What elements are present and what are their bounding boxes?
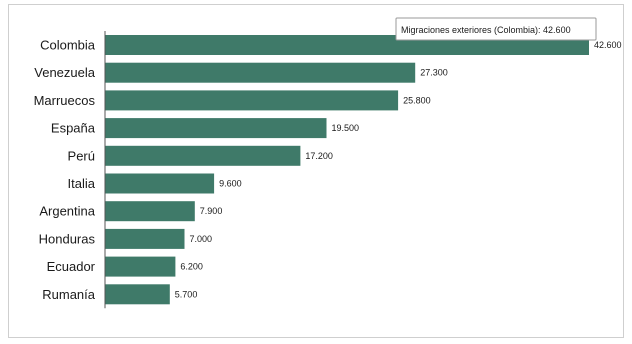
category-label: Honduras: [39, 231, 96, 246]
bar-marruecos[interactable]: [105, 90, 399, 111]
bar-ecuador[interactable]: [105, 256, 176, 277]
bar-perú[interactable]: [105, 145, 301, 166]
value-label: 19.500: [332, 123, 360, 133]
bar-honduras[interactable]: [105, 228, 185, 249]
bar-venezuela[interactable]: [105, 62, 416, 83]
bar-argentina[interactable]: [105, 201, 195, 222]
category-label: Colombia: [40, 38, 96, 53]
bar-rumanía[interactable]: [105, 284, 170, 305]
category-label: Rumanía: [42, 287, 96, 302]
category-label: Italia: [68, 176, 96, 191]
value-label: 27.300: [420, 68, 448, 78]
tooltip: Migraciones exteriores (Colombia): 42.60…: [395, 17, 597, 41]
labels-layer: Colombia 42.600 Venezuela 27.300 Marruecos 25…: [34, 38, 622, 302]
category-label: España: [51, 121, 96, 136]
tooltip-box: [395, 17, 597, 41]
category-label: Marruecos: [34, 93, 96, 108]
category-label: Argentina: [39, 204, 95, 219]
value-label: 42.600: [594, 40, 622, 50]
bars-layer: [105, 35, 589, 305]
value-label: 6.200: [180, 262, 203, 272]
value-label: 7.900: [200, 206, 223, 216]
value-label: 25.800: [403, 95, 431, 105]
bar-italia[interactable]: [105, 173, 215, 194]
category-label: Perú: [68, 148, 95, 163]
category-label: Ecuador: [47, 259, 96, 274]
value-label: 9.600: [219, 179, 242, 189]
tooltip-text: Migraciones exteriores (Colombia): 42.60…: [401, 25, 571, 35]
bar-españa[interactable]: [105, 118, 327, 139]
chart-frame: [8, 4, 624, 338]
value-label: 17.200: [305, 151, 333, 161]
value-label: 5.700: [175, 289, 198, 299]
value-label: 7.000: [190, 234, 213, 244]
category-label: Venezuela: [34, 65, 95, 80]
